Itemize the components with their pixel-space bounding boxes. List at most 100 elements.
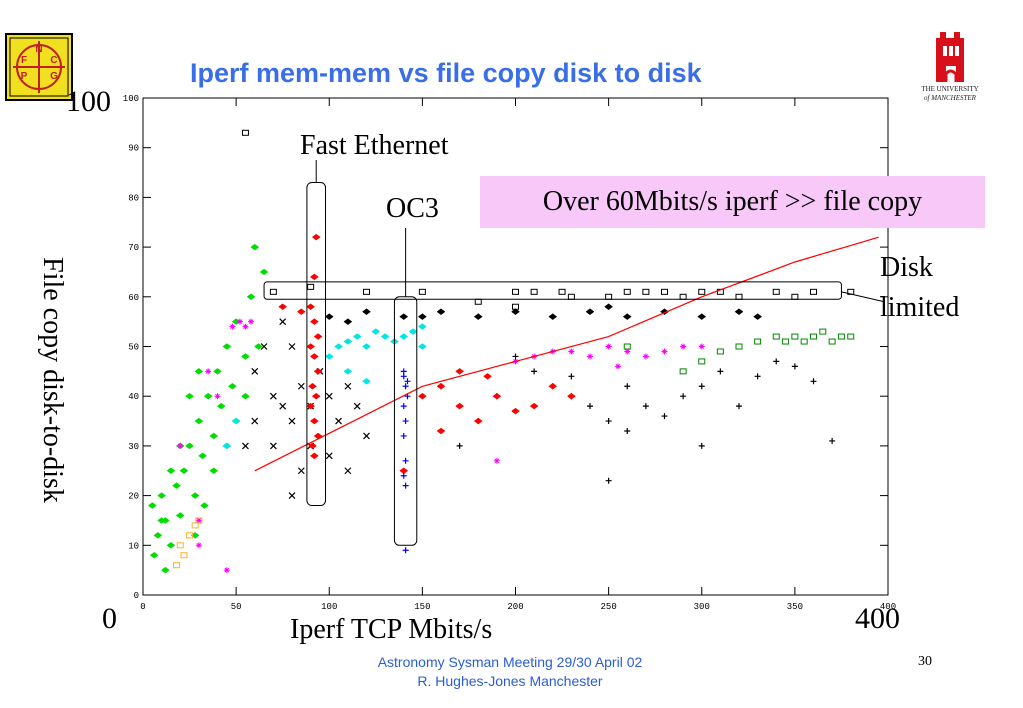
data-point xyxy=(308,382,317,390)
data-point xyxy=(344,467,352,475)
data-point xyxy=(512,303,519,310)
data-point xyxy=(191,522,199,529)
data-point xyxy=(307,283,315,290)
data-point xyxy=(279,402,287,410)
data-point xyxy=(242,442,249,450)
data-point xyxy=(680,393,687,400)
svg-text:C: C xyxy=(50,55,57,66)
data-point xyxy=(828,338,836,345)
data-point xyxy=(605,293,613,300)
data-point xyxy=(623,288,631,295)
y-tick-label: 80 xyxy=(128,193,139,203)
data-point xyxy=(753,313,763,320)
data-point xyxy=(214,393,221,400)
data-point xyxy=(325,452,333,460)
data-point xyxy=(436,308,446,316)
data-point xyxy=(157,492,167,499)
data-point xyxy=(400,472,407,479)
data-point xyxy=(223,567,230,574)
data-point xyxy=(679,293,687,300)
data-point xyxy=(241,392,250,400)
data-point xyxy=(402,482,409,489)
data-point xyxy=(308,442,317,450)
data-point xyxy=(175,512,185,519)
data-point xyxy=(248,318,255,325)
data-point xyxy=(309,353,319,360)
svg-text:P: P xyxy=(21,71,28,82)
data-point xyxy=(186,532,194,539)
data-point xyxy=(180,552,188,559)
data-point xyxy=(661,288,668,295)
disk-label-line1: Disk xyxy=(880,252,933,283)
data-point xyxy=(222,343,232,350)
data-point xyxy=(810,333,817,340)
data-point xyxy=(250,243,260,251)
data-point xyxy=(297,467,305,475)
data-point xyxy=(698,442,705,449)
x-tick-label: 250 xyxy=(601,602,617,612)
y-tick-label: 20 xyxy=(128,492,139,502)
data-point xyxy=(791,293,799,300)
data-point xyxy=(177,442,184,449)
data-point xyxy=(558,288,566,295)
data-point xyxy=(306,343,316,350)
data-point xyxy=(160,566,170,574)
data-point xyxy=(371,328,381,335)
svg-text:THE UNIVERSITY: THE UNIVERSITY xyxy=(921,85,978,93)
x-min-label: 0 xyxy=(102,602,117,635)
data-point xyxy=(418,288,426,295)
data-point xyxy=(227,382,237,390)
x-tick-label: 350 xyxy=(787,602,803,612)
data-point xyxy=(473,313,483,320)
y-tick-label: 60 xyxy=(128,293,139,303)
data-point xyxy=(402,383,409,390)
data-point xyxy=(216,402,226,410)
data-point xyxy=(195,517,203,524)
data-point xyxy=(209,467,219,475)
data-point xyxy=(530,288,538,295)
data-point xyxy=(157,517,167,524)
data-point xyxy=(195,542,202,549)
data-point xyxy=(791,333,799,340)
data-point xyxy=(716,348,724,355)
data-point xyxy=(313,368,323,375)
data-point xyxy=(198,452,208,460)
y-tick-label: 40 xyxy=(128,392,139,402)
y-tick-label: 10 xyxy=(128,541,139,551)
callout-box: Over 60Mbits/s iperf >> file copy xyxy=(480,176,985,228)
disk-limited-pointer xyxy=(841,291,885,303)
disk-limited-box xyxy=(263,281,842,300)
data-point xyxy=(399,333,409,340)
data-point xyxy=(772,288,780,295)
data-point xyxy=(624,427,631,434)
data-point xyxy=(246,293,256,301)
data-point xyxy=(679,368,687,375)
slide-title: Iperf mem-mem vs file copy disk to disk xyxy=(190,58,702,88)
data-point xyxy=(222,442,232,450)
data-point xyxy=(324,353,334,360)
data-point xyxy=(642,353,649,360)
data-point xyxy=(819,328,827,335)
data-point xyxy=(810,288,817,295)
data-point xyxy=(698,383,705,390)
data-point xyxy=(343,368,353,375)
data-point xyxy=(717,368,724,375)
y-tick-label: 30 xyxy=(128,442,139,452)
data-point xyxy=(353,402,361,410)
data-point xyxy=(309,417,319,425)
data-point xyxy=(173,562,181,569)
data-point xyxy=(363,432,370,440)
x-tick-label: 200 xyxy=(507,602,523,612)
data-point xyxy=(698,343,705,350)
data-point xyxy=(698,358,706,365)
data-point xyxy=(585,308,595,316)
data-point xyxy=(194,368,204,375)
data-point xyxy=(306,303,316,311)
data-point xyxy=(260,343,268,350)
x-tick-label: 400 xyxy=(880,602,896,612)
data-point xyxy=(400,368,407,375)
data-point xyxy=(605,343,612,350)
data-point xyxy=(278,303,288,311)
data-point xyxy=(402,547,409,554)
